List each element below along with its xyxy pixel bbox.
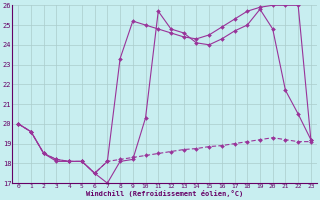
X-axis label: Windchill (Refroidissement éolien,°C): Windchill (Refroidissement éolien,°C) bbox=[86, 190, 243, 197]
